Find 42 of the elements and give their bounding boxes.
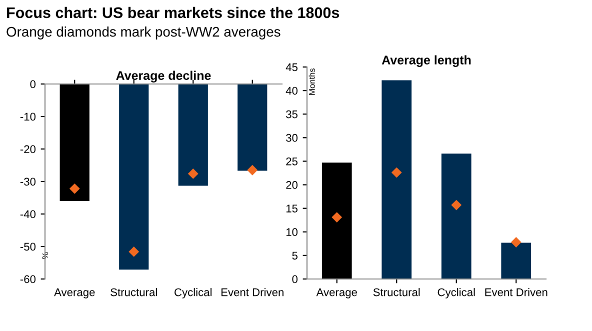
point (247, 164, 258, 176)
bar (382, 80, 412, 279)
chart-title: Average decline (116, 70, 211, 82)
point (188, 168, 198, 179)
point (391, 167, 402, 178)
x-tick-label: Event Driven (221, 288, 284, 296)
y-tick-label: 0 (30, 80, 36, 88)
y-tick-label: 45 (286, 63, 298, 72)
y-tick-label: -60 (20, 275, 36, 284)
x-tick-label: Cyclical (174, 288, 212, 298)
text: Focus chart: US bear markets since the 1800s (7, 6, 340, 18)
point (510, 237, 522, 248)
y-tick-label: 10 (286, 228, 298, 236)
y-axis-title: Months (308, 68, 315, 95)
point (332, 212, 342, 222)
point (451, 200, 462, 210)
x-tick-label: Structural (110, 288, 157, 296)
x-tick-label: Cyclical (438, 288, 475, 298)
y-tick-label: 40 (286, 86, 298, 95)
bar (322, 162, 352, 279)
y-tick-label: -10 (20, 112, 36, 121)
point (128, 246, 140, 257)
y-tick-label: -40 (20, 210, 36, 218)
y-tick-label: 15 (286, 204, 298, 212)
text: Orange diamonds mark post-WW2 averages (6, 26, 280, 40)
y-tick-label: 20 (286, 181, 298, 189)
y-tick-label: 0 (292, 275, 298, 284)
x-tick-label: Average (316, 288, 357, 298)
y-tick-label: -20 (20, 145, 36, 154)
x-tick-label: Average (54, 288, 95, 298)
y-tick-label: 35 (286, 110, 298, 118)
bar (441, 154, 472, 279)
point (69, 183, 80, 194)
chart-title: Average length (382, 55, 471, 67)
y-tick-label: 30 (286, 134, 298, 142)
y-tick-label: 25 (286, 157, 298, 166)
x-tick-label: Structural (373, 288, 420, 296)
y-tick-label: -30 (20, 178, 36, 186)
y-tick-label: -50 (20, 242, 36, 251)
y-tick-label: 5 (292, 252, 298, 260)
x-tick-label: Event Driven (485, 288, 548, 296)
bar (501, 242, 532, 279)
